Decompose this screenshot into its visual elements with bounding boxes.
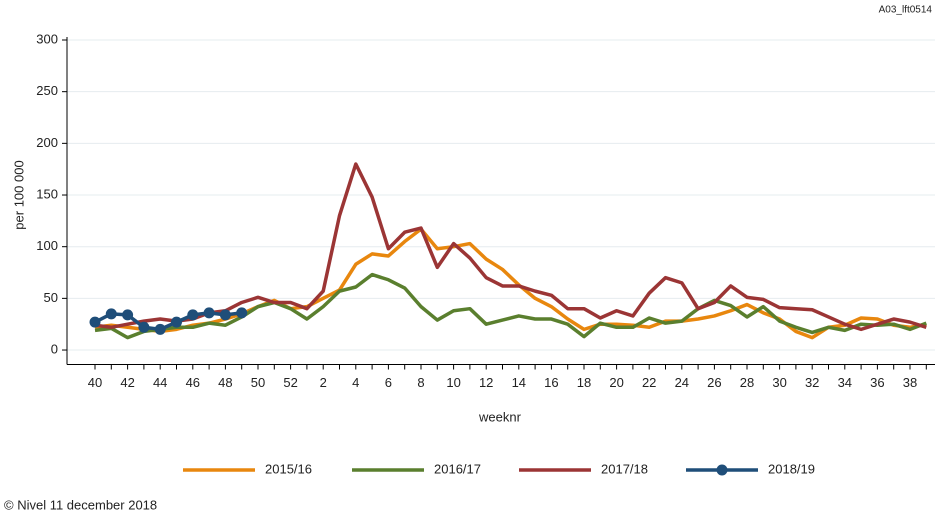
legend-marker bbox=[716, 464, 728, 476]
x-tick-label: 52 bbox=[283, 375, 297, 390]
x-tick-label: 4 bbox=[352, 375, 359, 390]
point bbox=[171, 316, 182, 328]
point bbox=[122, 309, 134, 321]
x-axis-label: weeknr bbox=[478, 409, 522, 424]
x-tick-label: 24 bbox=[675, 375, 689, 390]
x-tick-label: 42 bbox=[120, 375, 134, 390]
series-line bbox=[94, 227, 927, 340]
x-tick-label: 14 bbox=[512, 375, 526, 390]
y-tick-label: 200 bbox=[36, 135, 58, 150]
y-tick-label: 50 bbox=[44, 290, 58, 305]
point bbox=[89, 316, 101, 328]
x-tick-label: 16 bbox=[544, 375, 558, 390]
point bbox=[219, 309, 231, 321]
series-line bbox=[94, 272, 927, 340]
point bbox=[236, 307, 248, 319]
point bbox=[105, 308, 117, 320]
x-tick-label: 6 bbox=[385, 375, 392, 390]
legend-label: 2016/17 bbox=[434, 461, 481, 476]
x-tick-label: 48 bbox=[218, 375, 232, 390]
point bbox=[203, 307, 215, 319]
series-line bbox=[94, 311, 242, 332]
footer: © Nivel 11 december 2018 bbox=[4, 497, 157, 512]
x-tick-label: 28 bbox=[740, 375, 754, 390]
x-tick-label: 34 bbox=[838, 375, 852, 390]
legend-label: 2018/19 bbox=[768, 461, 815, 476]
x-tick-label: 32 bbox=[805, 375, 819, 390]
x-tick-label: 2 bbox=[320, 375, 327, 390]
point bbox=[187, 309, 199, 321]
y-tick-label: 100 bbox=[36, 238, 58, 253]
x-tick-label: 30 bbox=[772, 375, 786, 390]
x-tick-label: 8 bbox=[417, 375, 424, 390]
y-tick-label: 300 bbox=[36, 31, 58, 46]
y-axis-label: per 100 000 bbox=[11, 160, 26, 229]
x-tick-label: 18 bbox=[577, 375, 591, 390]
legend-label: 2017/18 bbox=[601, 461, 648, 476]
x-tick-label: 38 bbox=[903, 375, 917, 390]
y-tick-label: 250 bbox=[36, 83, 58, 98]
x-tick-label: 44 bbox=[153, 375, 167, 390]
y-tick-label: 150 bbox=[36, 186, 58, 201]
x-tick-label: 26 bbox=[707, 375, 721, 390]
x-tick-label: 10 bbox=[446, 375, 460, 390]
point bbox=[154, 323, 166, 335]
legend-label: 2015/16 bbox=[265, 461, 312, 476]
x-tick-label: 36 bbox=[870, 375, 884, 390]
x-tick-label: 46 bbox=[186, 375, 200, 390]
x-tick-label: 22 bbox=[642, 375, 656, 390]
x-tick-label: 40 bbox=[88, 375, 102, 390]
point bbox=[138, 321, 150, 333]
chart-title: A03_lft0514 bbox=[879, 5, 933, 16]
series-line bbox=[94, 162, 927, 332]
x-tick-label: 20 bbox=[609, 375, 623, 390]
x-tick-label: 50 bbox=[251, 375, 265, 390]
x-tick-label: 12 bbox=[479, 375, 493, 390]
y-tick-label: 0 bbox=[51, 341, 58, 356]
